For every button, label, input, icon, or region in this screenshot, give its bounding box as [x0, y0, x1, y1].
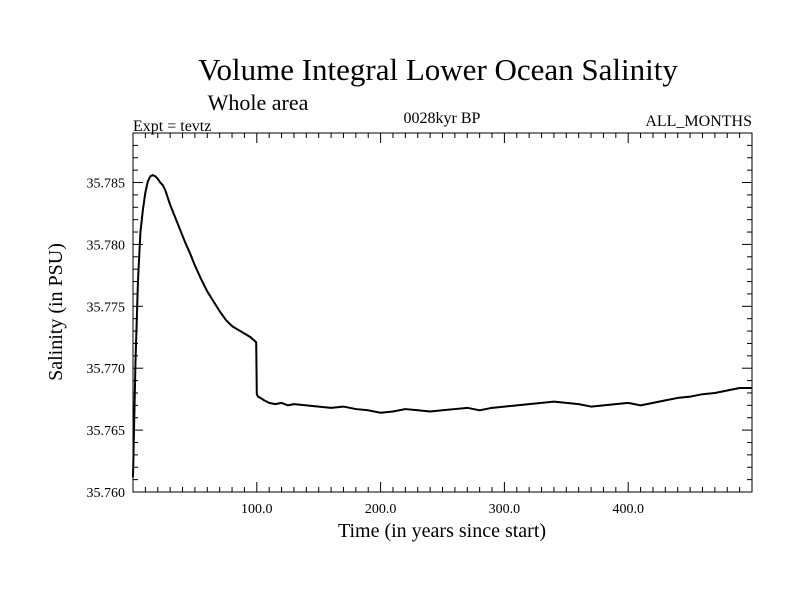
- period-label: 0028kyr BP: [404, 110, 481, 127]
- y-tick-label: 35.775: [87, 300, 126, 315]
- y-tick-label: 35.760: [87, 486, 126, 501]
- y-tick-label: 35.780: [87, 238, 126, 253]
- plot-frame: [132, 132, 753, 493]
- series-line-salinity: [132, 174, 752, 478]
- experiment-label: Expt = tevtz: [133, 118, 211, 135]
- series-layer: [132, 174, 752, 478]
- y-tick-label: 35.765: [87, 424, 126, 439]
- x-axis-ticks: [144, 133, 741, 492]
- chart-subtitle: Whole area: [208, 90, 309, 115]
- x-axis-tick-labels: 100.0 200.0 300.0 400.0: [241, 502, 644, 517]
- x-axis-label: Time (in years since start): [338, 520, 546, 542]
- y-axis-tick-labels: 35.760 35.765 35.770 35.775 35.780 35.785: [87, 177, 126, 501]
- chart-title: Volume Integral Lower Ocean Salinity: [198, 52, 678, 87]
- x-tick-label: 100.0: [241, 502, 273, 517]
- x-tick-label: 200.0: [365, 502, 397, 517]
- x-tick-label: 300.0: [489, 502, 521, 517]
- x-tick-label: 400.0: [612, 502, 644, 517]
- y-tick-label: 35.770: [87, 362, 126, 377]
- y-axis-ticks: [133, 132, 752, 493]
- y-tick-label: 35.785: [87, 177, 126, 192]
- months-label: ALL_MONTHS: [645, 113, 752, 130]
- y-axis-label: Salinity (in PSU): [45, 243, 67, 381]
